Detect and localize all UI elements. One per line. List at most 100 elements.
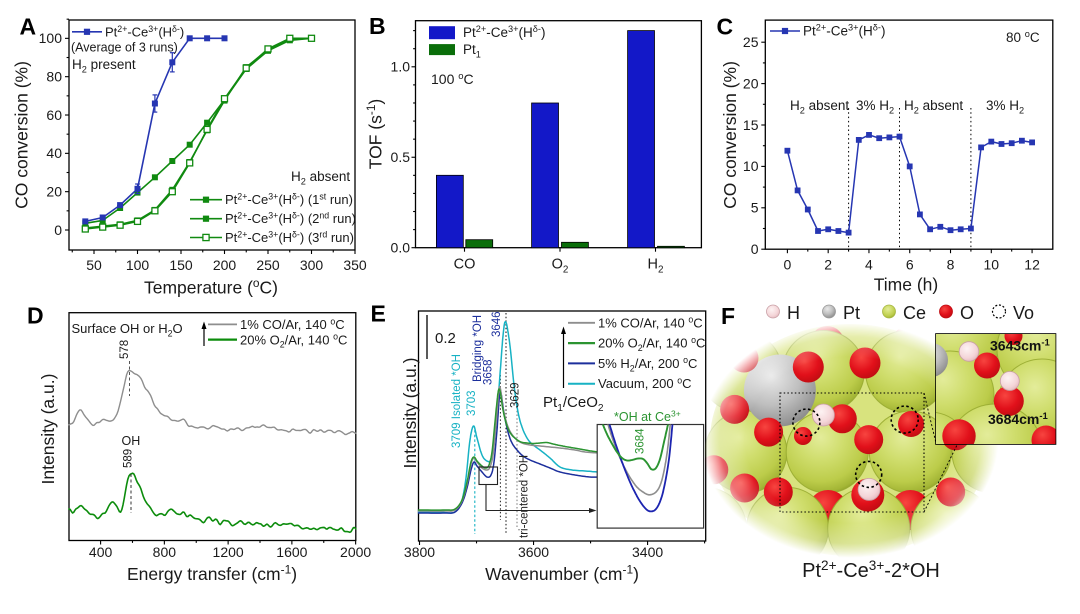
- svg-text:CO: CO: [454, 257, 476, 273]
- svg-text:Pt2+​-Ce3+​(Hδ-​): Pt2+​-Ce3+​(Hδ-​): [463, 24, 545, 40]
- svg-text:3% H2​: 3% H2​: [986, 98, 1024, 116]
- svg-text:Time (h): Time (h): [874, 275, 939, 295]
- svg-text:80 o​C: 80 o​C: [1006, 29, 1040, 45]
- svg-text:(Average of 3 runs): (Average of 3 runs): [71, 41, 178, 55]
- svg-text:1% CO/Ar, 140 o​C: 1% CO/Ar, 140 o​C: [598, 315, 703, 331]
- svg-text:0.5: 0.5: [391, 149, 411, 165]
- svg-text:Pt2+​-Ce3+​-2*OH: Pt2+​-Ce3+​-2*OH: [802, 558, 940, 582]
- svg-text:3709 Isolated *OH: 3709 Isolated *OH: [451, 354, 463, 448]
- svg-text:Intensity (a.u.): Intensity (a.u.): [400, 358, 420, 469]
- svg-text:H2​ absent: H2​ absent: [790, 98, 849, 116]
- svg-text:10: 10: [743, 158, 759, 174]
- svg-text:Pt: Pt: [843, 303, 860, 323]
- svg-text:3800: 3800: [404, 544, 435, 560]
- svg-text:Pt2+​-Ce3+​(Hδ-​) (1st​ run): Pt2+​-Ce3+​(Hδ-​) (1st​ run): [225, 192, 353, 208]
- svg-text:1600: 1600: [276, 544, 307, 560]
- svg-text:250: 250: [256, 257, 280, 273]
- svg-text:H2​: H2​: [648, 257, 664, 276]
- svg-text:100: 100: [126, 257, 150, 273]
- svg-text:Pt2+​-Ce3+​(Hδ-​) (2nd​ run): Pt2+​-Ce3+​(Hδ-​) (2nd​ run): [225, 211, 356, 227]
- svg-text:400: 400: [89, 544, 113, 560]
- svg-text:A: A: [20, 13, 37, 39]
- svg-text:3684: 3684: [635, 428, 647, 454]
- svg-text:Vo: Vo: [1013, 303, 1034, 323]
- svg-text:Pt1​: Pt1​: [463, 42, 481, 60]
- svg-text:200: 200: [213, 257, 237, 273]
- svg-text:Wavenumber (cm-1​): Wavenumber (cm-1​): [485, 563, 639, 584]
- svg-text:15: 15: [743, 117, 759, 133]
- svg-text:3646: 3646: [491, 311, 503, 337]
- svg-text:0.0: 0.0: [391, 240, 411, 256]
- svg-text:100: 100: [39, 30, 63, 46]
- svg-text:O2​: O2​: [552, 257, 569, 276]
- svg-text:350: 350: [343, 257, 367, 273]
- svg-text:0: 0: [751, 241, 759, 257]
- svg-text:H: H: [787, 303, 800, 323]
- svg-text:40: 40: [46, 145, 62, 161]
- svg-text:Surface OH or H2​O: Surface OH or H2​O: [72, 321, 183, 338]
- svg-text:0: 0: [54, 222, 62, 238]
- svg-text:Bridging *OH: Bridging *OH: [472, 315, 484, 382]
- svg-text:3400: 3400: [632, 544, 663, 560]
- svg-text:1200: 1200: [213, 544, 244, 560]
- svg-text:5: 5: [751, 200, 759, 216]
- svg-text:Pt1​/CeO2​: Pt1​/CeO2​: [543, 394, 604, 414]
- svg-text:150: 150: [169, 257, 193, 273]
- svg-text:60: 60: [46, 107, 62, 123]
- svg-text:CO conversion (%): CO conversion (%): [720, 61, 740, 209]
- svg-text:100 o​C: 100 o​C: [431, 71, 474, 87]
- svg-text:25: 25: [743, 34, 759, 50]
- svg-text:0: 0: [784, 257, 792, 273]
- svg-text:80: 80: [46, 68, 62, 84]
- svg-text:20% O2​/Ar, 140 o​C: 20% O2​/Ar, 140 o​C: [598, 335, 705, 353]
- svg-text:2: 2: [824, 257, 832, 273]
- svg-text:Pt2+​-Ce3+​(Hδ-​): Pt2+​-Ce3+​(Hδ-​): [803, 23, 885, 39]
- svg-text:800: 800: [153, 544, 177, 560]
- svg-text:Ce: Ce: [903, 303, 926, 323]
- svg-text:578: 578: [119, 340, 131, 359]
- svg-text:1.0: 1.0: [391, 59, 411, 75]
- svg-text:20: 20: [46, 183, 62, 199]
- svg-text:O: O: [960, 303, 974, 323]
- svg-text:Pt2+​-Ce3+​(Hδ-​) (3rd​ run): Pt2+​-Ce3+​(Hδ-​) (3rd​ run): [225, 229, 354, 245]
- svg-text:589: 589: [123, 449, 135, 468]
- svg-text:E: E: [371, 301, 386, 327]
- svg-text:Vacuum, 200 o​C: Vacuum, 200 o​C: [598, 376, 692, 392]
- svg-text:10: 10: [984, 257, 1000, 273]
- svg-text:3658: 3658: [483, 359, 495, 385]
- svg-text:300: 300: [300, 257, 324, 273]
- svg-text:1% CO/Ar, 140 o​C: 1% CO/Ar, 140 o​C: [240, 316, 345, 332]
- svg-text:H2​ present: H2​ present: [72, 57, 136, 75]
- svg-text:Pt2+​-Ce3+​(Hδ-​): Pt2+​-Ce3+​(Hδ-​): [105, 24, 184, 40]
- svg-text:6: 6: [906, 257, 914, 273]
- svg-text:3% H2​: 3% H2​: [856, 98, 894, 116]
- svg-text:12: 12: [1024, 257, 1040, 273]
- svg-text:Intensity (a.u.): Intensity (a.u.): [38, 374, 58, 485]
- svg-text:TOF (s-1​): TOF (s-1​): [364, 99, 385, 170]
- svg-text:tri-centered *OH: tri-centered *OH: [519, 455, 531, 538]
- svg-text:4: 4: [865, 257, 873, 273]
- svg-text:H2​ absent: H2​ absent: [291, 169, 350, 187]
- svg-text:50: 50: [86, 257, 102, 273]
- svg-text:3600: 3600: [518, 544, 549, 560]
- svg-text:3703: 3703: [466, 390, 478, 416]
- svg-text:3684cm-1​: 3684cm-1​: [988, 411, 1049, 427]
- svg-text:8: 8: [947, 257, 955, 273]
- svg-text:F: F: [721, 303, 735, 329]
- svg-text:2000: 2000: [340, 544, 371, 560]
- svg-text:H2​ absent: H2​ absent: [904, 98, 963, 116]
- svg-text:3629: 3629: [510, 382, 522, 408]
- svg-text:20% O2​/Ar, 140 o​C: 20% O2​/Ar, 140 o​C: [240, 332, 347, 350]
- svg-text:20: 20: [743, 75, 759, 91]
- svg-text:C: C: [717, 13, 734, 39]
- svg-text:Temperature (o​C): Temperature (o​C): [144, 276, 278, 297]
- svg-text:5% H2​/Ar, 200 o​C: 5% H2​/Ar, 200 o​C: [598, 355, 697, 373]
- svg-text:CO conversion (%): CO conversion (%): [12, 61, 32, 209]
- svg-text:OH: OH: [122, 434, 141, 448]
- svg-text:Energy transfer (cm-1​): Energy transfer (cm-1​): [127, 563, 297, 584]
- svg-text:B: B: [369, 13, 386, 39]
- svg-text:*OH at Ce3+​: *OH at Ce3+​: [614, 409, 681, 425]
- svg-text:3643cm-1​: 3643cm-1​: [990, 338, 1051, 354]
- svg-text:0.2: 0.2: [435, 330, 456, 347]
- svg-text:D: D: [27, 303, 44, 329]
